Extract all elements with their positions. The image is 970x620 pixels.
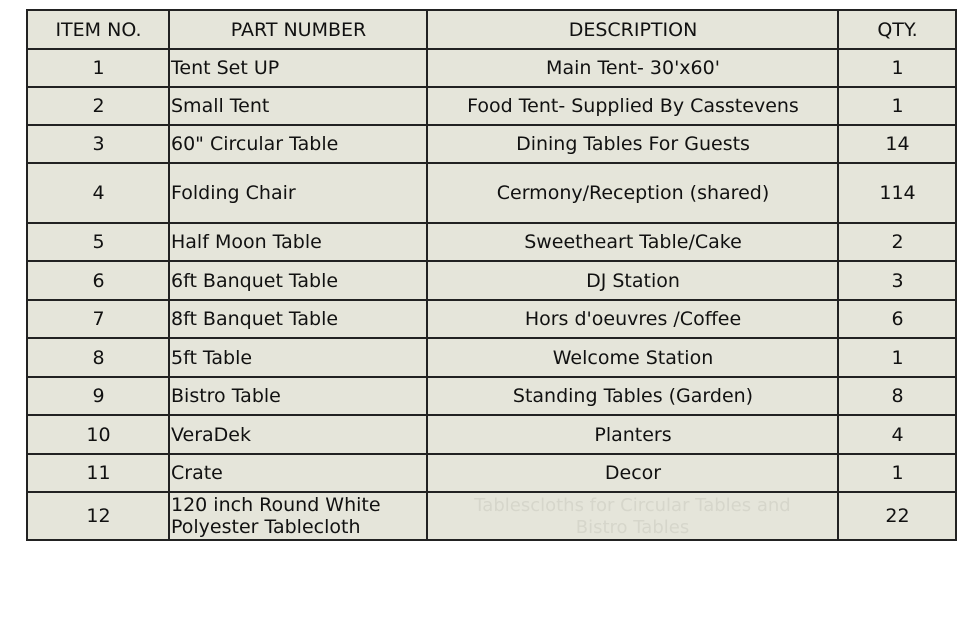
item-no-cell: 3 [26,124,170,164]
table-row: 10 VeraDek Planters 4 [26,414,957,455]
description-cell: Main Tent- 30'x60' [426,48,839,88]
part-number-cell: Half Moon Table [168,222,428,262]
qty-cell: 114 [837,162,957,224]
table-row: 12 120 inch Round White Polyester Tablecl… [26,491,957,541]
header-item-no: ITEM NO. [26,9,170,50]
part-number-cell: Tent Set UP [168,48,428,88]
part-number-cell: 6ft Banquet Table [168,260,428,301]
item-no-cell: 2 [26,86,170,126]
item-no-cell: 5 [26,222,170,262]
description-cell: Hors d'oeuvres /Coffee [426,299,839,339]
part-number-cell: 8ft Banquet Table [168,299,428,339]
qty-cell: 22 [837,491,957,541]
part-number-cell: Small Tent [168,86,428,126]
description-cell: DJ Station [426,260,839,301]
table-row: 7 8ft Banquet Table Hors d'oeuvres /Coffee… [26,299,957,339]
description-cell: Tablescloths for Circular Tables and Bis… [426,491,839,541]
qty-cell: 1 [837,337,957,378]
description-cell: Cermony/Reception (shared) [426,162,839,224]
item-no-cell: 6 [26,260,170,301]
item-no-cell: 10 [26,414,170,455]
part-number-cell: Folding Chair [168,162,428,224]
item-no-cell: 1 [26,48,170,88]
table-row: 9 Bistro Table Standing Tables (Garden) 8 [26,376,957,416]
part-number-cell: Crate [168,453,428,493]
part-number-cell: VeraDek [168,414,428,455]
header-part-number: PART NUMBER [168,9,428,50]
table-row: 11 Crate Decor 1 [26,453,957,493]
part-number-cell: 5ft Table [168,337,428,378]
qty-cell: 2 [837,222,957,262]
item-no-cell: 7 [26,299,170,339]
header-qty: QTY. [837,9,957,50]
description-cell: Dining Tables For Guests [426,124,839,164]
qty-cell: 1 [837,453,957,493]
part-number-cell: 120 inch Round White Polyester Tableclot… [168,491,428,541]
part-number-cell: 60" Circular Table [168,124,428,164]
table-row: 1 Tent Set UP Main Tent- 30'x60' 1 [26,48,957,88]
table-row: 5 Half Moon Table Sweetheart Table/Cake 2 [26,222,957,262]
part-number-cell: Bistro Table [168,376,428,416]
qty-cell: 8 [837,376,957,416]
description-cell: Standing Tables (Garden) [426,376,839,416]
item-no-cell: 4 [26,162,170,224]
header-description: DESCRIPTION [426,9,839,50]
description-cell: Decor [426,453,839,493]
qty-cell: 14 [837,124,957,164]
table-row: 8 5ft Table Welcome Station 1 [26,337,957,378]
table-row: 4 Folding Chair Cermony/Reception (shared)… [26,162,957,224]
description-cell: Food Tent- Supplied By Casstevens [426,86,839,126]
table-row: 2 Small Tent Food Tent- Supplied By Casste… [26,86,957,126]
item-no-cell: 8 [26,337,170,378]
item-no-cell: 9 [26,376,170,416]
item-no-cell: 12 [26,491,170,541]
header-row: ITEM NO. PART NUMBER DESCRIPTION QTY. [26,9,957,50]
table-row: 3 60" Circular Table Dining Tables For Gue… [26,124,957,164]
table-row: 6 6ft Banquet Table DJ Station 3 [26,260,957,301]
qty-cell: 4 [837,414,957,455]
qty-cell: 1 [837,48,957,88]
description-cell: Planters [426,414,839,455]
qty-cell: 6 [837,299,957,339]
description-cell: Sweetheart Table/Cake [426,222,839,262]
qty-cell: 1 [837,86,957,126]
item-no-cell: 11 [26,453,170,493]
qty-cell: 3 [837,260,957,301]
description-cell: Welcome Station [426,337,839,378]
